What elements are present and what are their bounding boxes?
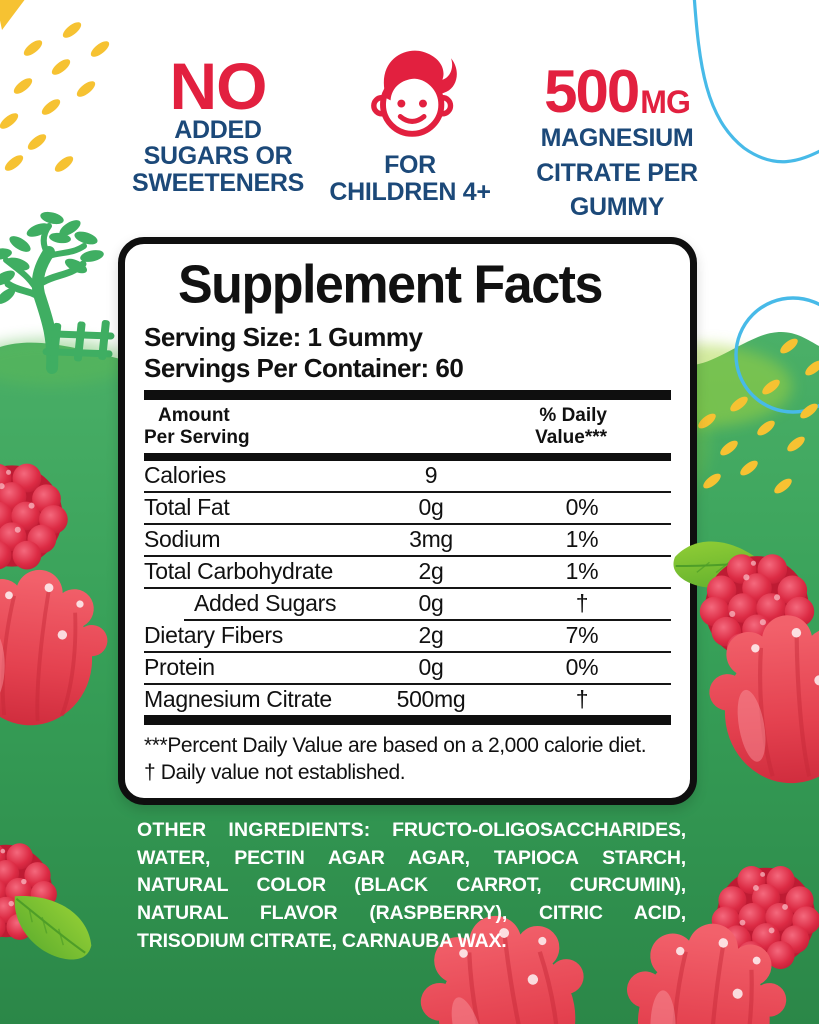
row-daily-value: 1%	[565, 526, 599, 553]
table-row: Total Carbohydrate 2g 1%	[144, 557, 671, 587]
row-amount: 0g	[418, 654, 444, 681]
row-separator	[144, 554, 671, 557]
table-row: Protein 0g 0%	[144, 653, 671, 683]
table-row: Magnesium Citrate 500mg †	[144, 685, 671, 715]
supplement-facts-panel: Supplement Facts Serving Size: 1 Gummy S…	[118, 237, 697, 805]
row-label: Total Fat	[144, 494, 230, 521]
other-ingredients-label: OTHER INGREDIENTS:	[137, 819, 371, 841]
servings-per-container: Servings Per Container: 60	[144, 352, 464, 383]
serving-size: Serving Size: 1 Gummy	[144, 322, 423, 352]
badge-for-children: FOR CHILDREN 4+	[328, 42, 492, 205]
nutrition-rows: Calories 9 Total Fat 0g 0% Sodium 3mg 1% Total C…	[144, 461, 671, 715]
blue-circle-outline	[734, 296, 819, 414]
row-amount: 2g	[418, 622, 444, 649]
row-separator	[144, 490, 671, 493]
badge-dose: 500 MG MAGNESIUM CITRATE PER GUMMY	[512, 58, 722, 221]
row-label: Calories	[144, 462, 226, 489]
panel-title: Supplement Facts	[178, 255, 603, 315]
table-row: Dietary Fibers 2g 7%	[144, 621, 671, 651]
child-face-icon	[371, 50, 457, 137]
dose-amount: 500 MG	[544, 58, 691, 125]
row-separator	[184, 618, 671, 621]
row-amount: 3mg	[409, 526, 453, 553]
row-label: Sodium	[144, 526, 221, 553]
row-daily-value: †	[575, 590, 589, 617]
row-daily-value: †	[575, 686, 589, 713]
row-amount: 500mg	[396, 686, 466, 713]
badge-no-added-sugars: NO ADDED SUGARS OR SWEETENERS	[118, 49, 318, 196]
row-daily-value: 7%	[565, 622, 599, 649]
row-label: Magnesium Citrate	[144, 686, 332, 713]
row-daily-value: 0%	[565, 654, 599, 681]
table-row: Sodium 3mg 1%	[144, 525, 671, 555]
row-daily-value: 0%	[565, 494, 599, 521]
footnotes: ***Percent Daily Value are based on a 2,…	[144, 733, 647, 785]
yellow-corner-shape	[0, 0, 25, 30]
row-separator	[144, 682, 671, 685]
row-separator	[144, 586, 671, 589]
row-label: Dietary Fibers	[144, 622, 283, 649]
thick-rule	[144, 390, 671, 401]
yellow-sprinkle-dots-right	[698, 338, 819, 494]
row-label: Protein	[144, 654, 215, 681]
row-amount: 9	[424, 462, 438, 489]
table-row: Total Fat 0g 0%	[144, 493, 671, 523]
row-label: Total Carbohydrate	[144, 558, 333, 585]
blue-curve-line	[692, 0, 819, 164]
thick-rule	[144, 452, 671, 461]
row-daily-value: 1%	[565, 558, 599, 585]
yellow-sprinkle-dots-top-left	[0, 22, 110, 172]
row-separator	[144, 522, 671, 525]
row-amount: 2g	[418, 558, 444, 585]
row-separator	[144, 650, 671, 653]
fence-icon	[42, 319, 115, 363]
row-amount: 0g	[418, 590, 444, 617]
table-row: Added Sugars 0g †	[144, 589, 671, 619]
other-ingredients: OTHER INGREDIENTS: FRUCTO-OLIGOSACCHARID…	[137, 817, 686, 955]
thick-rule	[144, 714, 671, 725]
row-amount: 0g	[418, 494, 444, 521]
table-row: Calories 9	[144, 461, 671, 491]
row-label: Added Sugars	[194, 590, 337, 617]
column-headers: Amount Per Serving % Daily Value***	[144, 405, 607, 448]
badge-headline: NO	[169, 49, 268, 123]
other-ingredients-text: FRUCTO-OLIGOSACCHARIDES, WATER, PECTIN A…	[137, 819, 686, 952]
